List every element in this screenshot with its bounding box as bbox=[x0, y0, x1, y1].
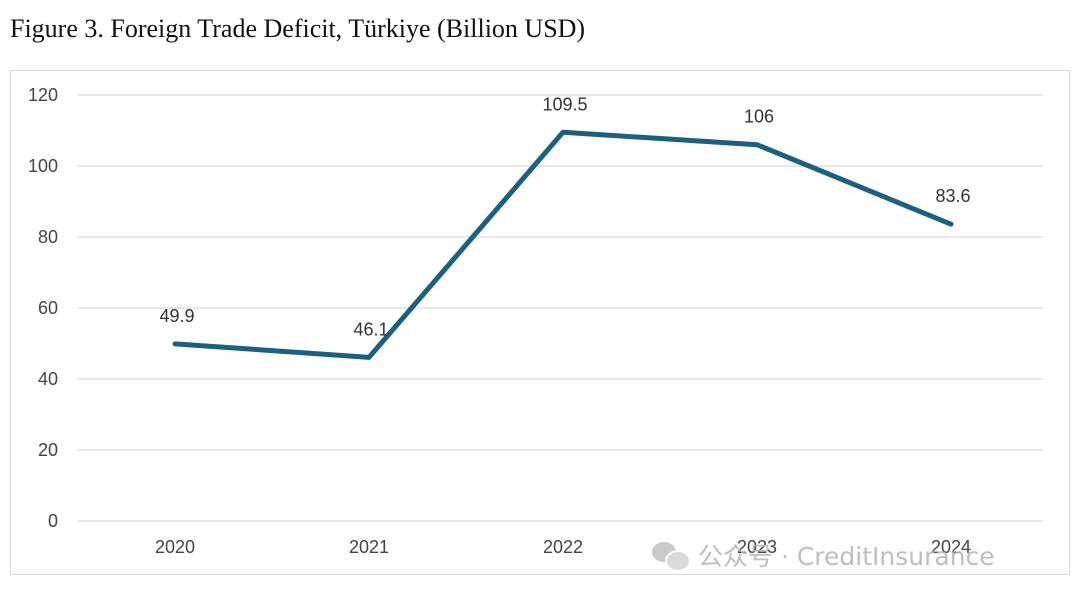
x-tick-label: 2020 bbox=[155, 537, 195, 557]
y-tick-label: 120 bbox=[28, 85, 58, 105]
y-axis-ticks: 0 20 40 60 80 100 120 bbox=[28, 85, 58, 531]
data-label: 83.6 bbox=[935, 186, 970, 206]
data-label: 49.9 bbox=[159, 306, 194, 326]
x-tick-label: 2021 bbox=[349, 537, 389, 557]
x-axis-ticks: 2020 2021 2022 2023 2024 bbox=[155, 537, 971, 557]
x-tick-label: 2023 bbox=[737, 537, 777, 557]
series bbox=[172, 129, 954, 360]
y-tick-label: 100 bbox=[28, 156, 58, 176]
watermark: 公众号 · CreditInsurance bbox=[652, 537, 995, 573]
gridlines bbox=[78, 94, 1043, 522]
y-tick-label: 40 bbox=[38, 369, 58, 389]
x-tick-label: 2024 bbox=[931, 537, 971, 557]
data-label: 106 bbox=[744, 107, 774, 127]
x-tick-label: 2022 bbox=[543, 537, 583, 557]
data-label: 109.5 bbox=[542, 94, 587, 114]
y-tick-label: 80 bbox=[38, 227, 58, 247]
figure-title: Figure 3. Foreign Trade Deficit, Türkiye… bbox=[10, 14, 586, 43]
y-tick-label: 0 bbox=[48, 511, 58, 531]
watermark-text: 公众号 · CreditInsurance bbox=[698, 542, 995, 571]
data-labels: 49.9 46.1 109.5 106 83.6 bbox=[159, 94, 970, 339]
data-label: 46.1 bbox=[353, 319, 388, 339]
y-tick-label: 20 bbox=[38, 440, 58, 460]
wechat-icon bbox=[652, 540, 691, 572]
chart-frame bbox=[10, 70, 1070, 575]
y-tick-label: 60 bbox=[38, 298, 58, 318]
